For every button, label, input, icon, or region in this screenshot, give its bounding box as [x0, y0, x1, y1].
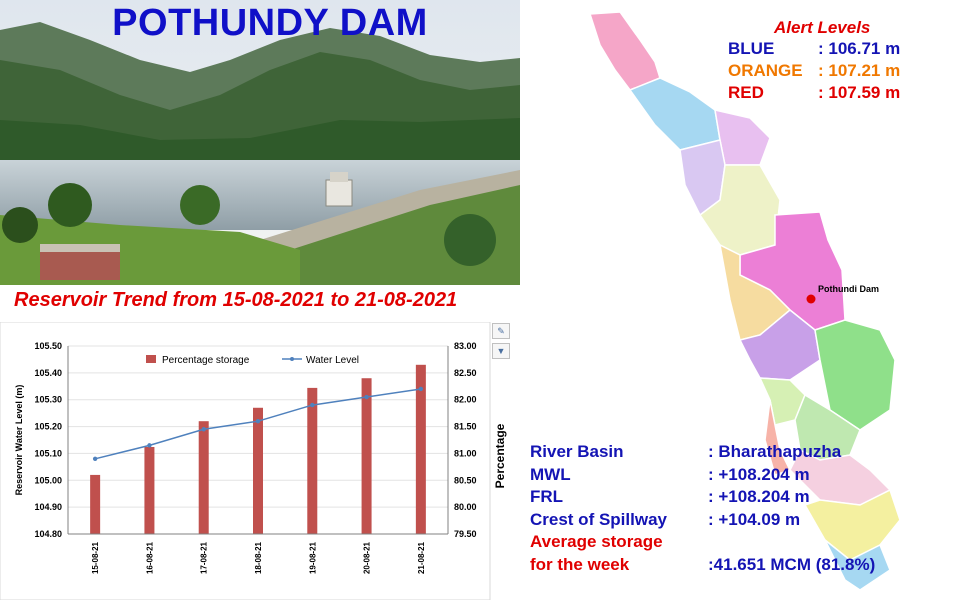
- chart-svg: 104.80 104.90 105.00 105.10 105.20 105.30 105.…: [0, 321, 507, 601]
- alert-level-value: : 107.21 m: [818, 61, 901, 80]
- alert-level-name: BLUE: [728, 39, 775, 58]
- alert-row-blue: BLUE : 106.71 m: [728, 38, 900, 60]
- bar-percentage-storage: [415, 364, 426, 534]
- reservoir-trend-chart: 104.80 104.90 105.00 105.10 105.20 105.30 105.…: [0, 321, 516, 601]
- right-tick-label: 83.00: [454, 341, 477, 351]
- left-tick-label: 104.80: [34, 529, 62, 539]
- point-water-level: [201, 427, 206, 432]
- alert-levels: Alert Levels BLUE : 106.71 m ORANGE : 107.2…: [728, 18, 900, 104]
- info-row: River Basin : Bharathapuzha: [530, 441, 875, 464]
- left-tick-label: 105.10: [34, 448, 62, 458]
- info-value: : +104.09 m: [708, 509, 801, 529]
- district-kannur: [628, 77, 721, 151]
- right-tick-label: 81.00: [454, 448, 477, 458]
- bar-percentage-storage: [198, 421, 209, 534]
- info-value: : +108.204 m: [708, 464, 810, 484]
- info-row: for the week :41.651 MCM (81.8%): [530, 554, 875, 577]
- info-label: Average storage: [530, 532, 663, 551]
- right-tick-label: 80.50: [454, 475, 477, 485]
- left-tick-label: 105.20: [34, 422, 62, 432]
- kerala-district-map: Pothundi Dam: [560, 0, 960, 600]
- point-water-level: [92, 456, 98, 461]
- right-tick-label: 80.00: [454, 502, 477, 512]
- chart-tools: ✎ ▼: [492, 323, 510, 363]
- x-tick-label: 21-08-21: [417, 541, 426, 574]
- right-tick-label: 82.50: [454, 368, 477, 378]
- district-thiruvananthapuram: [824, 539, 891, 591]
- point-water-level: [255, 419, 261, 424]
- left-tick-label: 105.00: [34, 475, 62, 485]
- left-tick-label: 105.30: [34, 395, 62, 405]
- info-label: MWL: [530, 464, 571, 484]
- x-tick-label: 20-08-21: [363, 541, 372, 574]
- x-tick-label: 17-08-21: [200, 541, 209, 574]
- page-title: POTHUNDY DAM: [112, 2, 428, 44]
- left-tick-label: 104.90: [34, 502, 62, 512]
- alert-level-name: RED: [728, 83, 764, 102]
- right-tick-label: 79.50: [454, 529, 477, 539]
- right-tick-label: 82.00: [454, 395, 477, 405]
- info-value: : Bharathapuzha: [708, 442, 842, 461]
- left-tick-label: 105.50: [34, 341, 62, 351]
- point-water-level: [310, 402, 315, 408]
- alert-row-orange: ORANGE : 107.21 m: [728, 60, 900, 82]
- legend-label-water-level: Water Level: [306, 355, 359, 366]
- point-water-level: [364, 394, 369, 400]
- x-tick-label: 16-08-21: [145, 541, 154, 574]
- trend-title: Reservoir Trend from 15-08-2021 to 21-08…: [14, 289, 458, 311]
- info-row: MWL : +108.204 m: [530, 464, 875, 487]
- point-water-level: [147, 443, 152, 448]
- x-tick-label: 15-08-21: [91, 541, 100, 574]
- legend-marker-water-level: [290, 357, 294, 361]
- chart-filter-icon[interactable]: ▼: [492, 343, 510, 359]
- info-row: Crest of Spillway : +104.09 m: [530, 509, 875, 532]
- info-label: FRL: [530, 487, 564, 506]
- y-axis-label: Reservoir Water Level (m): [14, 385, 24, 496]
- x-tick-label: 18-08-21: [254, 541, 263, 574]
- bar-percentage-storage: [90, 474, 101, 534]
- bar-percentage-storage: [144, 446, 155, 534]
- bar-percentage-storage: [361, 378, 372, 534]
- dam-landscape-image: [0, 0, 520, 285]
- chart-frame: [0, 321, 491, 601]
- legend-label-percentage: Percentage storage: [162, 355, 250, 366]
- kerala-map-svg: Pothundi Dam: [588, 11, 901, 591]
- alert-levels-heading: Alert Levels: [774, 18, 871, 37]
- info-value: :41.651 MCM (81.8%): [708, 554, 876, 574]
- info-value: : +108.204 m: [708, 487, 810, 506]
- right-tick-label: 81.50: [454, 422, 477, 432]
- left-tick-label: 105.40: [34, 368, 62, 378]
- x-tick-label: 19-08-21: [308, 541, 317, 574]
- alert-level-name: ORANGE: [728, 61, 803, 80]
- info-label: for the week: [530, 554, 630, 574]
- alert-level-value: : 107.59 m: [818, 83, 901, 102]
- info-label: River Basin: [530, 442, 624, 461]
- dam-info: River Basin : Bharathapuzha MWL : +108.204 …: [530, 441, 875, 576]
- y2-axis-label: Percentage: [493, 423, 507, 488]
- bar-percentage-storage: [253, 407, 263, 534]
- district-idukki: [814, 319, 896, 431]
- pothundi-dam-marker: [806, 294, 816, 304]
- info-row: FRL : +108.204 m: [530, 486, 875, 509]
- bar-percentage-storage: [307, 387, 318, 534]
- legend-swatch-percentage: [146, 355, 156, 363]
- dam-photo: [0, 0, 520, 285]
- info-label: Crest of Spillway: [530, 509, 667, 529]
- alert-level-value: : 106.71 m: [818, 39, 901, 58]
- chart-legend: Percentage storage Water Level: [146, 355, 359, 366]
- point-water-level: [418, 386, 424, 392]
- alert-row-red: RED : 107.59 m: [728, 82, 900, 104]
- info-row: Average storage: [530, 531, 875, 554]
- district-kasaragod: [588, 11, 661, 91]
- pothundi-dam-label: Pothundi Dam: [818, 284, 879, 294]
- chart-style-icon[interactable]: ✎: [492, 323, 510, 339]
